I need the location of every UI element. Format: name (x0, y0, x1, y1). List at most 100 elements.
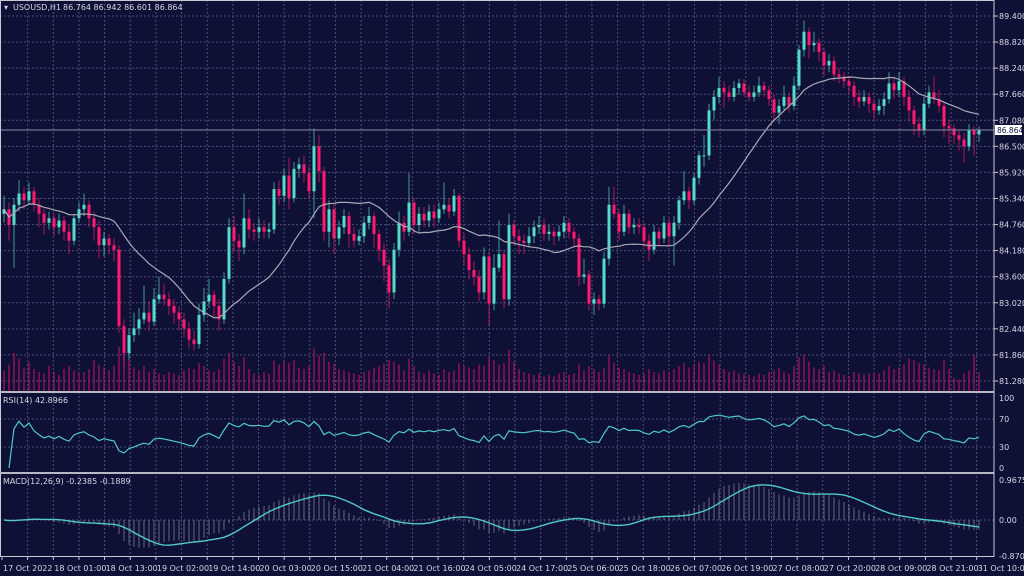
candle-body (797, 49, 801, 86)
candle (447, 198, 451, 219)
candle-body (57, 220, 61, 228)
candle-body (262, 227, 266, 232)
candle-body (587, 274, 591, 304)
candle-body (547, 231, 551, 235)
candle (277, 180, 281, 205)
time-tick-label: 24 Oct 05:00 (465, 564, 517, 573)
price-tick-label: 84.760 (999, 221, 1024, 230)
candle (22, 186, 26, 210)
candle-body (462, 240, 466, 255)
candle-body (32, 191, 36, 205)
candle-body (807, 31, 811, 46)
candle-body (162, 294, 166, 300)
candle-body (122, 326, 126, 354)
candle-body (542, 225, 546, 235)
candle (817, 38, 821, 61)
candle-body (932, 92, 936, 100)
candle (387, 258, 391, 309)
candle-body (922, 103, 926, 131)
candle-body (777, 105, 781, 113)
candle (457, 193, 461, 248)
candle (112, 238, 116, 261)
candle (227, 218, 231, 284)
candle-body (87, 204, 91, 219)
candle (117, 245, 121, 333)
axes: 89.400 88.820 88.240 87.660 87.080 86.500 85.9… (1, 12, 1024, 573)
candle-body (637, 225, 641, 228)
candle-body (972, 130, 976, 135)
time-tick-label: 27 Oct 20:00 (824, 564, 876, 573)
candle (97, 220, 101, 259)
rsi-tick-label: 30 (999, 443, 1009, 452)
candle (907, 90, 911, 122)
candle-body (572, 231, 576, 239)
candle (122, 319, 126, 367)
candle (357, 229, 361, 246)
candle (237, 234, 241, 261)
candle (72, 213, 76, 246)
candle (487, 251, 491, 327)
candle (702, 135, 706, 167)
candle (687, 186, 691, 210)
candle (862, 90, 866, 106)
candle-body (117, 249, 121, 327)
candle (672, 216, 676, 266)
candle (217, 299, 221, 331)
candle (857, 90, 861, 109)
candle-body (952, 128, 956, 136)
candle (137, 308, 141, 336)
candle (92, 211, 96, 241)
candle (677, 195, 681, 230)
candle (797, 45, 801, 91)
candle (957, 130, 961, 151)
candle (932, 76, 936, 104)
candle-body (442, 204, 446, 210)
candle-body (947, 126, 951, 129)
candle (532, 220, 536, 243)
candle-body (477, 276, 481, 293)
candle-body (702, 155, 706, 157)
candle-body (362, 222, 366, 237)
candle (697, 150, 701, 185)
candle-body (832, 60, 836, 75)
chart-frame (0, 0, 995, 557)
candle (802, 20, 806, 57)
candle (832, 56, 836, 82)
candle-body (597, 299, 601, 304)
candle-body (212, 294, 216, 306)
candle-body (557, 231, 561, 237)
candle (737, 78, 741, 95)
candle-body (37, 204, 41, 214)
candle-body (337, 227, 341, 239)
candle (47, 211, 51, 230)
candle (337, 220, 341, 246)
candle-body (607, 204, 611, 259)
candle (742, 78, 746, 97)
candle-body (737, 83, 741, 88)
candle-body (712, 96, 716, 111)
candle-body (347, 216, 351, 235)
candle-body (432, 211, 436, 219)
candle (592, 292, 596, 315)
candles (2, 20, 981, 367)
candle (717, 76, 721, 104)
candle-body (272, 189, 276, 230)
candle-body (752, 92, 756, 97)
candle (162, 283, 166, 306)
candle (127, 328, 131, 360)
candle (342, 209, 346, 235)
candle (272, 182, 276, 235)
candle-body (457, 195, 461, 241)
candle (327, 200, 331, 248)
candle (712, 90, 716, 120)
symbol-menu-icon[interactable]: ▾ (4, 3, 8, 12)
macd-histogram (8, 482, 980, 548)
candle-body (292, 168, 296, 199)
candle (182, 312, 186, 338)
candle-body (942, 105, 946, 127)
candle (842, 72, 846, 88)
candle-body (927, 92, 931, 104)
candle-body (567, 222, 571, 232)
candle (307, 166, 311, 199)
